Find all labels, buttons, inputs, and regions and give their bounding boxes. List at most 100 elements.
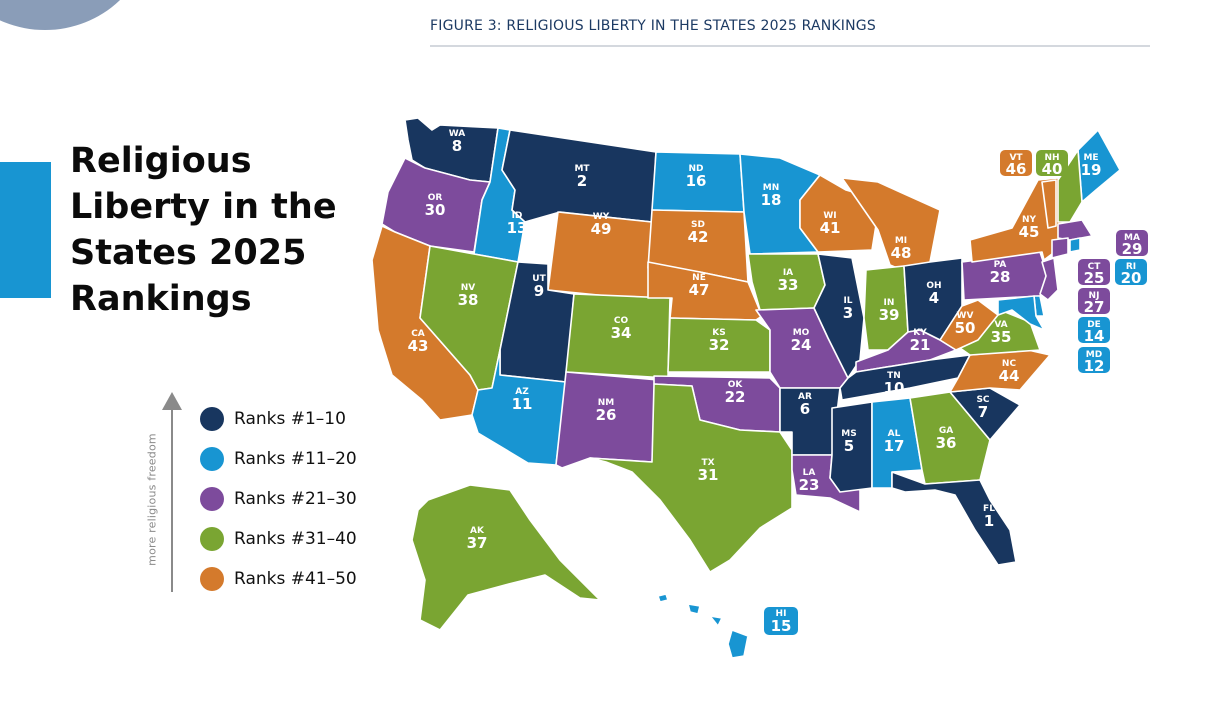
state-abbr: GA xyxy=(939,426,953,436)
callout-badge xyxy=(1078,347,1110,373)
state-rank: 33 xyxy=(778,276,799,294)
state-abbr: AZ xyxy=(515,387,529,397)
state-abbr: ND xyxy=(688,164,703,174)
state-rank: 44 xyxy=(999,367,1020,385)
state-abbr: FL xyxy=(983,504,995,514)
state-rank: 42 xyxy=(688,228,709,246)
state-abbr: CA xyxy=(411,329,425,339)
state-ri xyxy=(1069,237,1081,253)
state-rank: 1 xyxy=(984,512,994,530)
state-abbr: NE xyxy=(692,273,706,283)
state-ct xyxy=(1051,237,1069,259)
state-rank: 49 xyxy=(591,220,612,238)
states-layer xyxy=(371,117,1121,659)
state-rank: 6 xyxy=(800,400,810,418)
state-abbr: MI xyxy=(895,236,907,246)
state-rank: 47 xyxy=(689,281,710,299)
state-ma xyxy=(1057,219,1093,241)
state-abbr: CO xyxy=(614,316,629,326)
legend-item: Ranks #1–10 xyxy=(200,399,357,439)
state-abbr: TX xyxy=(701,458,714,468)
callout-abbr: MD xyxy=(1086,350,1102,360)
legend-label: Ranks #11–20 xyxy=(234,449,357,469)
state-rank: 35 xyxy=(991,328,1012,346)
callout-abbr: NJ xyxy=(1089,291,1100,301)
state-abbr: SC xyxy=(976,395,989,405)
title-line-4: Rankings xyxy=(70,279,252,319)
state-rank: 34 xyxy=(611,324,632,342)
state-abbr: UT xyxy=(532,274,546,284)
state-abbr: WV xyxy=(957,311,974,321)
state-abbr: MN xyxy=(763,183,780,193)
legend-swatch xyxy=(200,447,224,471)
callout-abbr: MA xyxy=(1124,233,1140,243)
legend-label: Ranks #1–10 xyxy=(234,409,346,429)
state-rank: 17 xyxy=(884,437,905,455)
callout-badge xyxy=(1115,259,1147,285)
state-label-mt: MT2 xyxy=(574,164,590,190)
state-rank: 31 xyxy=(698,466,719,484)
state-rank: 48 xyxy=(891,244,912,262)
state-label-ut: UT9 xyxy=(532,274,546,300)
state-nj xyxy=(1039,257,1059,301)
caption-rule xyxy=(430,45,1150,47)
state-rank: 3 xyxy=(843,304,853,322)
state-rank: 7 xyxy=(978,403,988,421)
legend-item: Ranks #31–40 xyxy=(200,519,357,559)
legend-swatch xyxy=(200,407,224,431)
state-rank: 21 xyxy=(910,336,931,354)
state-abbr: NY xyxy=(1022,215,1037,225)
state-rank: 13 xyxy=(507,219,528,237)
callout-rank: 29 xyxy=(1122,240,1143,258)
legend-label: Ranks #41–50 xyxy=(234,569,357,589)
state-rank: 50 xyxy=(955,319,976,337)
page-title: Religious Liberty in the States 2025 Ran… xyxy=(70,138,370,322)
state-rank: 22 xyxy=(725,388,746,406)
state-abbr: ME xyxy=(1083,153,1098,163)
state-abbr: IN xyxy=(884,298,895,308)
legend-swatch xyxy=(200,487,224,511)
state-rank: 37 xyxy=(467,534,488,552)
callout-badge xyxy=(1078,288,1110,314)
state-rank: 41 xyxy=(820,219,841,237)
state-label-oh: OH4 xyxy=(926,281,941,307)
state-rank: 43 xyxy=(408,337,429,355)
callout-abbr: RI xyxy=(1126,262,1136,272)
state-rank: 8 xyxy=(452,137,462,155)
state-rank: 5 xyxy=(844,437,854,455)
state-abbr: NV xyxy=(461,283,476,293)
state-rank: 28 xyxy=(990,268,1011,286)
state-rank: 4 xyxy=(929,289,939,307)
callout-rank: 12 xyxy=(1084,357,1105,375)
state-rank: 23 xyxy=(799,476,820,494)
state-ak xyxy=(411,484,601,631)
state-rank: 16 xyxy=(686,172,707,190)
state-abbr: NC xyxy=(1002,359,1017,369)
callout-badge xyxy=(1116,230,1148,256)
callout-rank: 46 xyxy=(1006,160,1027,178)
state-tx xyxy=(589,383,793,573)
state-label-sc: SC7 xyxy=(976,395,989,421)
